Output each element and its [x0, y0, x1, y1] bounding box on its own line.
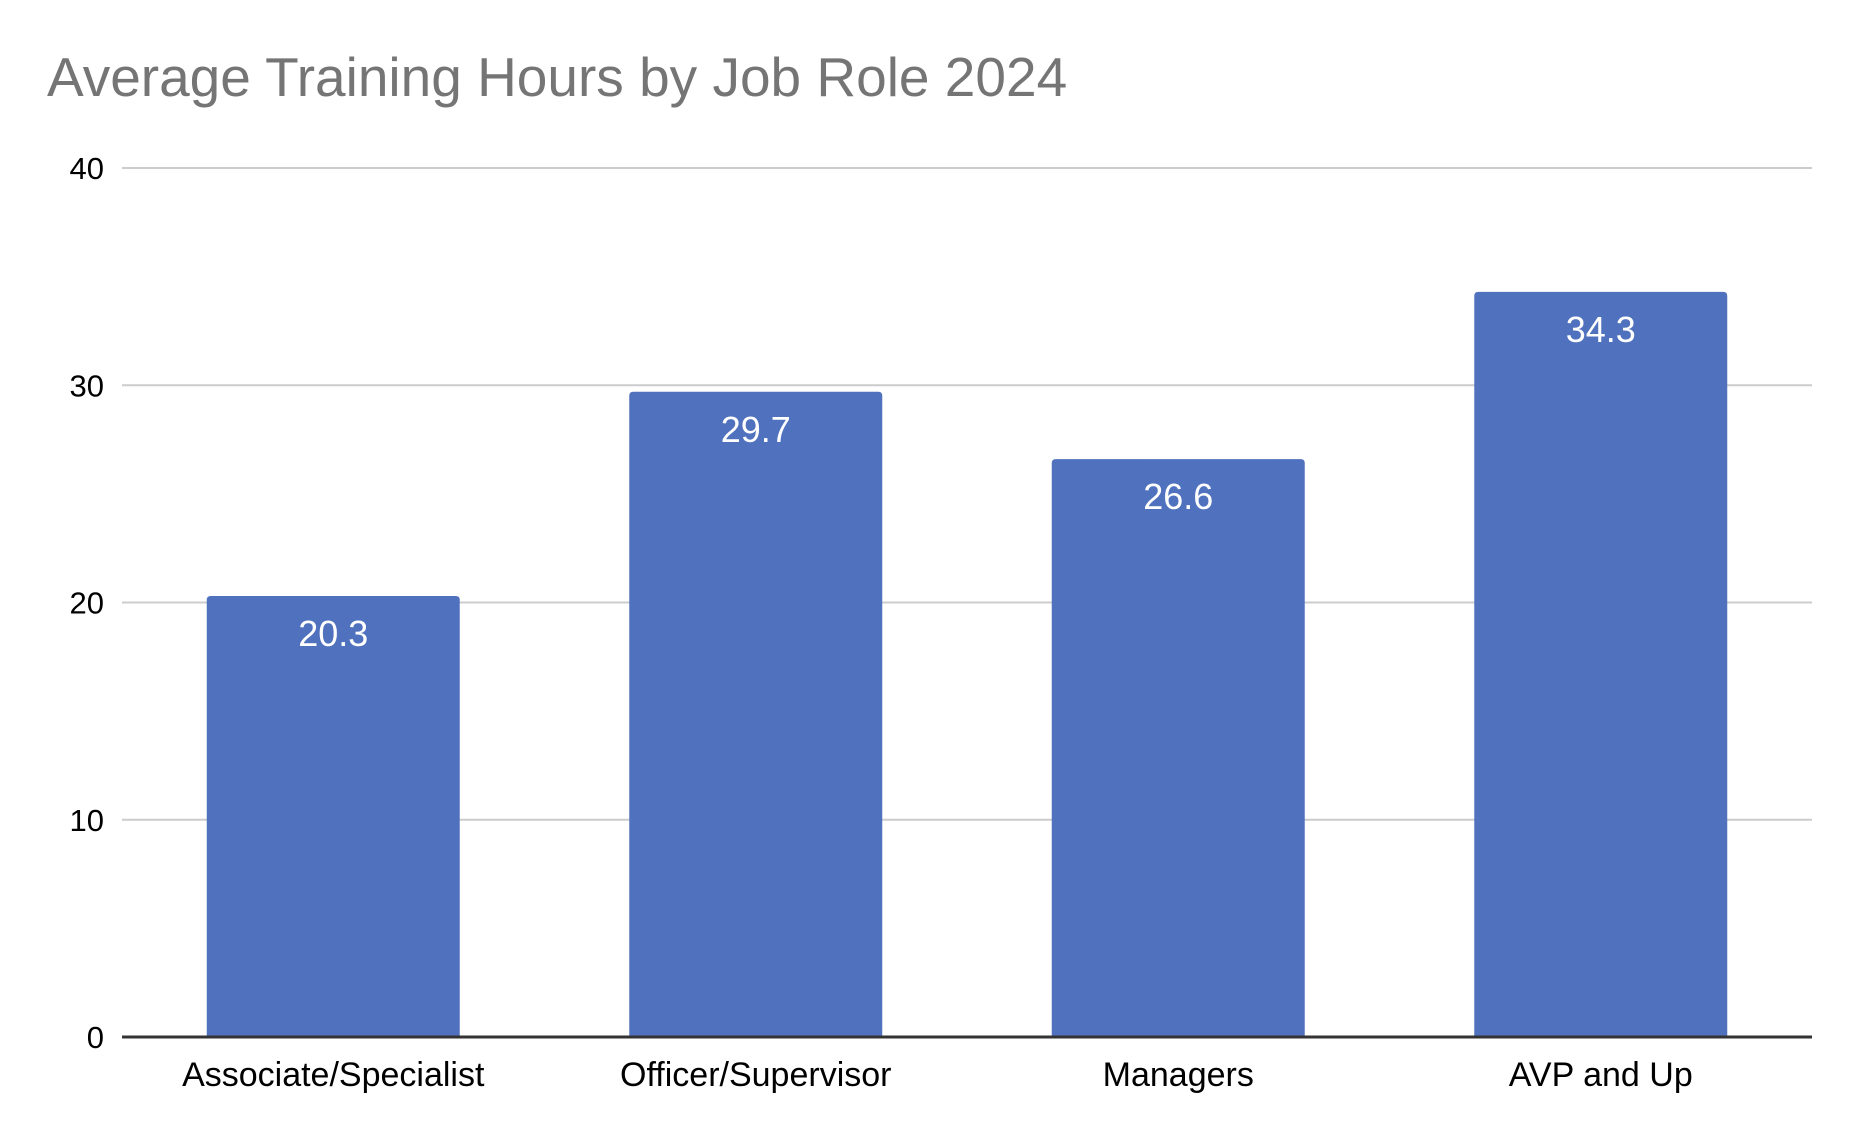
data-labels: 20.3 29.7 26.6 34.3	[298, 309, 1636, 654]
y-tick-label-20: 20	[70, 586, 104, 621]
y-tick-label-10: 10	[70, 803, 104, 838]
y-tick-label-40: 40	[70, 151, 104, 186]
x-category-label-associate-specialist: Associate/Specialist	[182, 1056, 485, 1094]
x-axis-category-labels: Associate/Specialist Officer/Supervisor Ma…	[182, 1056, 1693, 1094]
y-tick-label-30: 30	[70, 368, 104, 403]
bar-associate-specialist	[206, 595, 460, 1037]
x-category-label-managers: Managers	[1103, 1056, 1254, 1094]
y-tick-label-0: 0	[87, 1020, 104, 1055]
data-label-officer-supervisor: 29.7	[721, 409, 791, 450]
data-label-associate-specialist: 20.3	[298, 613, 368, 654]
chart-title: Average Training Hours by Job Role 2024	[47, 46, 1067, 108]
bar-avp-and-up	[1474, 291, 1728, 1037]
x-category-label-avp-and-up: AVP and Up	[1509, 1056, 1693, 1094]
bar-managers	[1051, 459, 1305, 1037]
data-label-avp-and-up: 34.3	[1566, 309, 1636, 350]
y-axis-tick-labels: 0 10 20 30 40	[70, 151, 104, 1055]
data-label-managers: 26.6	[1143, 476, 1213, 517]
bar-officer-supervisor	[629, 391, 883, 1038]
bars	[206, 291, 1728, 1038]
x-category-label-officer-supervisor: Officer/Supervisor	[620, 1056, 891, 1094]
